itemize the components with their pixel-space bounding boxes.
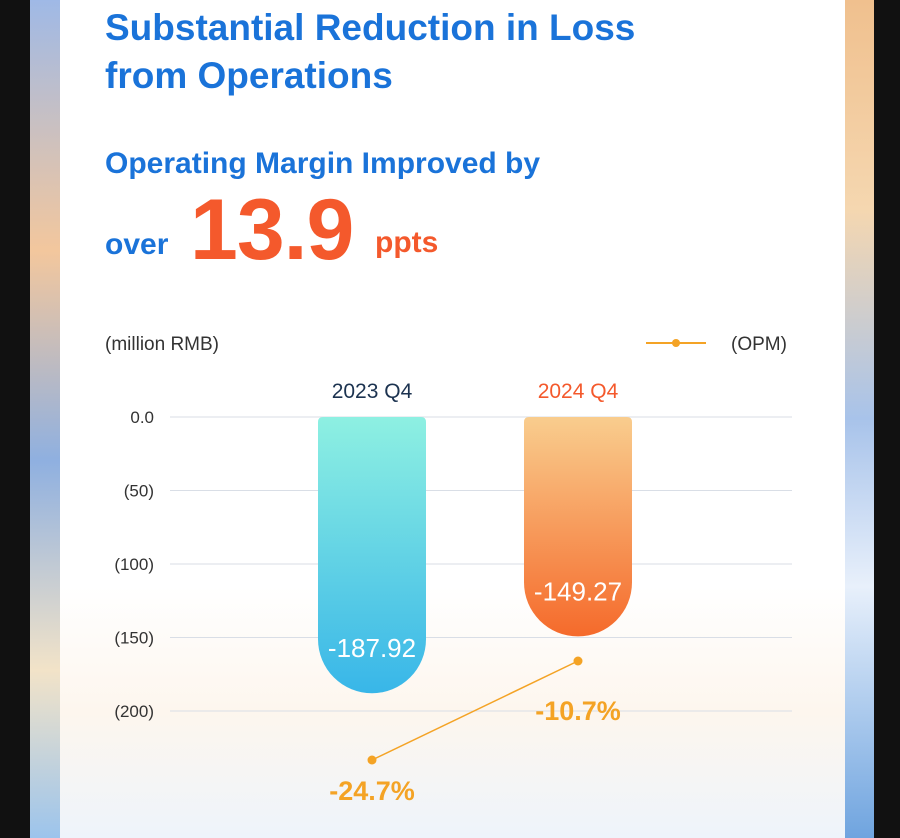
bar [524,417,632,637]
grid: 0.0 (50) (100) (150) (200) [114,408,792,721]
content-card [60,0,845,838]
unit-label: (million RMB) [105,334,219,355]
legend-label: (OPM) [731,334,787,355]
y-tick-label: (150) [114,629,154,648]
y-tick-label: (100) [114,555,154,574]
y-tick-label: (200) [114,702,154,721]
headline-prefix: over [105,228,169,261]
bars: 2023 Q4 -187.92 2024 Q4 -149.27 [318,380,632,694]
headline-unit: ppts [375,226,439,259]
legend: (OPM) [646,334,787,355]
bar-value-label: -149.27 [534,576,622,606]
headline-title: Substantial Reduction in Loss from Opera… [105,7,636,96]
opm-value-label: -10.7% [535,696,621,726]
opm-point [573,656,583,666]
y-tick-label: 0.0 [130,408,154,427]
opm-point [367,755,377,765]
opm-line [371,660,579,761]
headline-subtitle: Operating Margin Improved by [105,147,541,180]
category-label: 2023 Q4 [332,380,413,403]
bar-value-label: -187.92 [328,633,416,663]
category-label: 2024 Q4 [538,380,619,403]
headline-value: 13.9 [190,182,354,278]
bar [318,417,426,694]
legend-marker [672,339,680,347]
y-tick-label: (50) [124,482,154,501]
opm-line-series: -24.7% -10.7% [329,656,621,806]
opm-value-label: -24.7% [329,776,415,806]
